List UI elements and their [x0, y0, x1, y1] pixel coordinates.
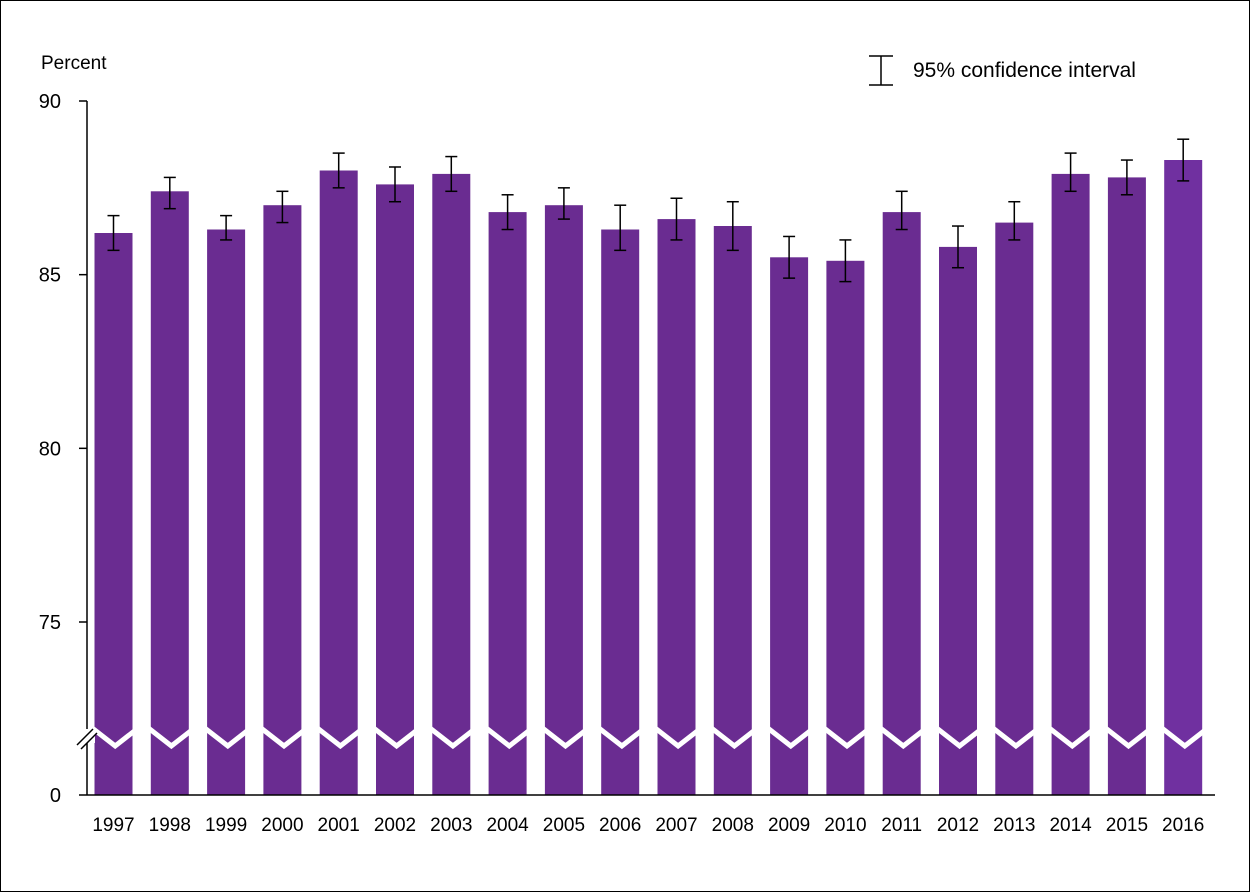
x-tick-label-2000: 2000: [261, 815, 303, 836]
error-bar-2014: [1064, 152, 1077, 193]
y-tick-label-75: 75: [39, 612, 61, 634]
y-tick-label-85: 85: [39, 265, 61, 287]
legend-label: 95% confidence interval: [913, 59, 1136, 82]
x-tick-label-2012: 2012: [937, 815, 979, 836]
error-bar-1997: [107, 214, 120, 252]
error-bar-2003: [445, 155, 458, 193]
y-tick-label-80: 80: [39, 438, 61, 460]
x-tick-label-2016: 2016: [1162, 815, 1204, 836]
error-bar-2002: [389, 166, 401, 203]
bar-2013: [995, 222, 1034, 796]
break-zigzag: [84, 718, 1215, 750]
x-tick-label-2014: 2014: [1049, 815, 1092, 836]
y-tick-label-90: 90: [39, 91, 61, 113]
bar-2014: [1051, 173, 1090, 795]
x-tick-label-2006: 2006: [599, 815, 641, 836]
x-tick-label-1998: 1998: [149, 815, 191, 836]
error-bar-2009: [783, 235, 796, 279]
x-tick-label-1997: 1997: [92, 815, 134, 836]
error-bar-2010: [839, 239, 852, 283]
axis-break-mark: [76, 728, 98, 750]
error-bar-2012: [952, 225, 964, 269]
error-bars: [107, 138, 1190, 283]
x-tick-label-2013: 2013: [993, 815, 1035, 836]
x-tick-label-2005: 2005: [543, 815, 585, 836]
bar-1999: [207, 229, 246, 795]
bar-2011: [882, 212, 921, 796]
bar-1997: [94, 233, 133, 795]
x-tick-label-2009: 2009: [768, 815, 810, 836]
x-tick-label-2004: 2004: [486, 815, 529, 836]
axis-break-lines: [84, 718, 1215, 750]
x-tick-label-1999: 1999: [205, 815, 247, 836]
legend: 95% confidence interval: [869, 55, 1136, 86]
bar-2016: [1164, 160, 1203, 795]
error-bar-2016: [1177, 138, 1190, 182]
bar-2004: [488, 212, 527, 796]
error-bar-2013: [1008, 200, 1021, 241]
bar-2008: [713, 226, 752, 795]
bar-2002: [376, 184, 414, 795]
x-tick-label-2003: 2003: [430, 815, 472, 836]
bar-2005: [544, 205, 583, 795]
x-tick-label-2007: 2007: [655, 815, 697, 836]
x-tick-label-2008: 2008: [712, 815, 754, 836]
x-tick-label-2001: 2001: [318, 815, 360, 836]
bars: [94, 160, 1203, 796]
bar-2015: [1107, 177, 1146, 795]
bar-2012: [939, 246, 977, 795]
error-bar-2011: [895, 190, 908, 231]
bar-2007: [657, 219, 696, 796]
bar-2009: [770, 257, 809, 795]
bar-2006: [601, 229, 640, 795]
axes: [86, 101, 1215, 796]
error-bar-2015: [1120, 159, 1133, 196]
x-tick-label-2011: 2011: [881, 815, 922, 836]
x-tick-label-2010: 2010: [824, 815, 866, 836]
bar-2010: [826, 260, 865, 795]
bar-2001: [319, 170, 358, 795]
error-bar-2006: [614, 204, 627, 252]
x-tick-label-2015: 2015: [1106, 815, 1148, 836]
error-bar-2005: [557, 187, 570, 220]
error-bar-2007: [670, 197, 683, 241]
y-axis-title: Percent: [41, 53, 107, 74]
bar-2003: [432, 173, 471, 795]
y-ticks: 90 85 80 75 0: [39, 91, 87, 807]
x-tick-labels: 1997 1998 1999 2000 2001 2002 2003 2004 2005 2006…: [92, 815, 1204, 836]
error-bar-2004: [501, 194, 514, 231]
y-tick-label-0: 0: [50, 785, 61, 807]
error-bar-2008: [726, 200, 739, 252]
bar-2000: [263, 205, 302, 795]
error-bar-1998: [163, 176, 176, 210]
error-bar-2000: [276, 190, 289, 224]
error-bar-1999: [220, 214, 233, 241]
error-bar-2001: [332, 152, 345, 189]
bar-1998: [150, 191, 189, 796]
x-tick-label-2002: 2002: [374, 815, 416, 836]
confidence-interval-icon: [869, 55, 893, 86]
